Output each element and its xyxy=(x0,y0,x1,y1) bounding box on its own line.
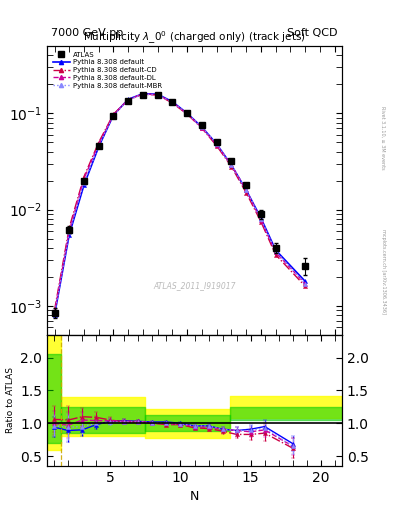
Y-axis label: Ratio to ATLAS: Ratio to ATLAS xyxy=(6,367,15,433)
Text: mcplots.cern.ch [arXiv:1306.3436]: mcplots.cern.ch [arXiv:1306.3436] xyxy=(381,229,386,314)
X-axis label: N: N xyxy=(190,490,199,503)
Legend: ATLAS, Pythia 8.308 default, Pythia 8.308 default-CD, Pythia 8.308 default-DL, P: ATLAS, Pythia 8.308 default, Pythia 8.30… xyxy=(51,50,164,91)
Text: ATLAS_2011_I919017: ATLAS_2011_I919017 xyxy=(153,281,236,290)
Title: Multiplicity $\lambda\_0^0$ (charged only) (track jets): Multiplicity $\lambda\_0^0$ (charged onl… xyxy=(83,30,306,46)
Text: Rivet 3.1.10, ≥ 3M events: Rivet 3.1.10, ≥ 3M events xyxy=(381,106,386,170)
Text: 7000 GeV pp: 7000 GeV pp xyxy=(51,28,123,38)
Text: Soft QCD: Soft QCD xyxy=(288,28,338,38)
